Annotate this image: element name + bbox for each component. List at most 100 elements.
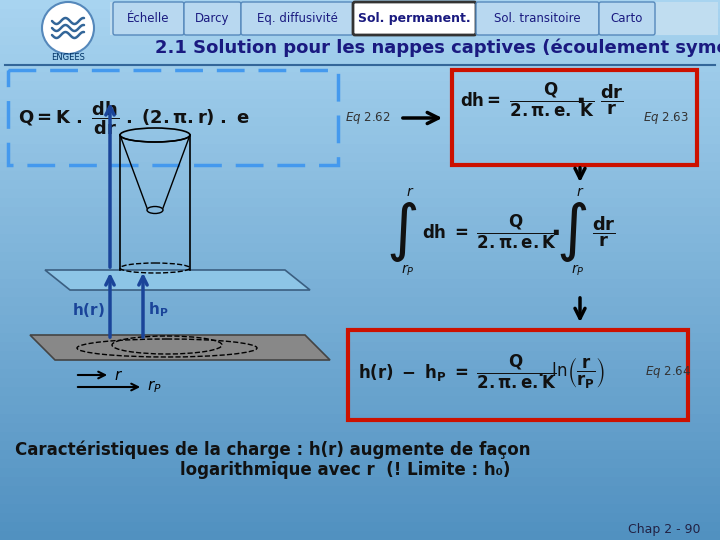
Text: Darcy: Darcy — [195, 12, 230, 25]
Bar — [0, 504, 720, 513]
Text: $Eq\ 2.64$: $Eq\ 2.64$ — [645, 364, 691, 380]
Bar — [0, 180, 720, 189]
Text: $\mathbf{dh\ =\ \dfrac{Q}{2.\pi.e.K}}$: $\mathbf{dh\ =\ \dfrac{Q}{2.\pi.e.K}}$ — [422, 213, 557, 251]
Bar — [0, 468, 720, 477]
Bar — [0, 369, 720, 378]
Bar — [0, 207, 720, 216]
FancyBboxPatch shape — [241, 2, 353, 35]
Bar — [0, 189, 720, 198]
FancyBboxPatch shape — [184, 2, 241, 35]
Text: $\mathbf{\dfrac{dr}{r}}$: $\mathbf{\dfrac{dr}{r}}$ — [592, 215, 616, 249]
Bar — [0, 279, 720, 288]
Bar — [0, 333, 720, 342]
Bar — [0, 297, 720, 306]
Text: $\mathbf{.\ \ln\!\left(\dfrac{r}{r_P}\right)}$: $\mathbf{.\ \ln\!\left(\dfrac{r}{r_P}\ri… — [537, 354, 606, 389]
Bar — [0, 441, 720, 450]
Bar — [0, 117, 720, 126]
Bar — [0, 522, 720, 531]
Bar — [0, 90, 720, 99]
Bar — [0, 198, 720, 207]
Text: $r$: $r$ — [114, 368, 123, 382]
Bar — [0, 261, 720, 270]
Text: $\int$: $\int$ — [387, 200, 418, 264]
FancyBboxPatch shape — [353, 2, 476, 35]
Bar — [0, 495, 720, 504]
Bar — [0, 225, 720, 234]
Text: $\mathbf{\dfrac{dr}{r}}$: $\mathbf{\dfrac{dr}{r}}$ — [600, 83, 624, 117]
Bar — [0, 423, 720, 432]
Text: Échelle: Échelle — [127, 12, 170, 25]
Text: $\int$: $\int$ — [557, 200, 588, 264]
Text: Chap 2 - 90: Chap 2 - 90 — [628, 523, 700, 537]
Bar — [0, 459, 720, 468]
Bar — [0, 99, 720, 108]
Bar — [0, 18, 720, 27]
Bar — [0, 324, 720, 333]
Bar — [0, 234, 720, 243]
Bar — [0, 0, 720, 9]
Bar — [0, 450, 720, 459]
Bar — [0, 45, 720, 54]
Bar — [0, 36, 720, 45]
Bar — [0, 153, 720, 162]
Bar — [0, 72, 720, 81]
Bar — [0, 162, 720, 171]
Text: Eq. diffusivité: Eq. diffusivité — [256, 12, 338, 25]
Text: $\mathbf{h(r)\ -\ h_P\ =\ \dfrac{Q}{2.\pi.e.K}}$: $\mathbf{h(r)\ -\ h_P\ =\ \dfrac{Q}{2.\p… — [358, 353, 557, 391]
Text: $r_P$: $r_P$ — [571, 262, 585, 278]
Bar — [0, 351, 720, 360]
FancyBboxPatch shape — [599, 2, 655, 35]
Bar — [0, 216, 720, 225]
Text: $Eq\ 2.63$: $Eq\ 2.63$ — [643, 110, 689, 126]
Text: logarithmique avec r  (! Limite : h₀): logarithmique avec r (! Limite : h₀) — [180, 461, 510, 479]
Text: $r_P$: $r_P$ — [147, 379, 162, 395]
Bar — [0, 378, 720, 387]
Bar — [0, 144, 720, 153]
Bar — [0, 54, 720, 63]
Text: $\mathbf{Q = K\ .\ \dfrac{dh}{dr}\ .\ (2.\pi.r)\ .\ e}$: $\mathbf{Q = K\ .\ \dfrac{dh}{dr}\ .\ (2… — [18, 99, 250, 137]
Text: $r$: $r$ — [406, 185, 414, 199]
FancyBboxPatch shape — [476, 2, 599, 35]
Bar — [0, 531, 720, 540]
Bar — [0, 486, 720, 495]
Bar — [0, 270, 720, 279]
Bar — [0, 81, 720, 90]
Text: 2.1 Solution pour les nappes captives (écoulement symétrique): 2.1 Solution pour les nappes captives (é… — [155, 39, 720, 57]
Bar — [0, 135, 720, 144]
Circle shape — [42, 2, 94, 54]
Bar — [0, 252, 720, 261]
Bar — [0, 360, 720, 369]
Bar — [0, 126, 720, 135]
Text: $r_P$: $r_P$ — [401, 262, 415, 278]
Bar — [0, 288, 720, 297]
Bar — [0, 513, 720, 522]
Text: Caractéristiques de la charge : h(r) augmente de façon: Caractéristiques de la charge : h(r) aug… — [15, 441, 531, 459]
Bar — [0, 63, 720, 72]
Text: $\mathbf{h_P}$: $\mathbf{h_P}$ — [148, 301, 168, 319]
Text: Sol. transitoire: Sol. transitoire — [494, 12, 581, 25]
Bar — [0, 387, 720, 396]
Text: $\mathbf{dh =\ \dfrac{Q}{2.\pi.e.\ K}}$: $\mathbf{dh =\ \dfrac{Q}{2.\pi.e.\ K}}$ — [460, 81, 595, 119]
Text: Carto: Carto — [611, 12, 643, 25]
Bar — [0, 477, 720, 486]
Bar — [0, 27, 720, 36]
Bar — [0, 315, 720, 324]
Bar — [110, 2, 718, 35]
Bar — [0, 171, 720, 180]
Text: Sol. permanent.: Sol. permanent. — [358, 12, 471, 25]
Bar — [0, 9, 720, 18]
Bar — [0, 396, 720, 405]
Text: $r$: $r$ — [576, 185, 584, 199]
Bar — [0, 342, 720, 351]
FancyBboxPatch shape — [113, 2, 184, 35]
Bar — [0, 432, 720, 441]
Bar — [0, 243, 720, 252]
Bar — [0, 405, 720, 414]
Polygon shape — [45, 270, 310, 290]
Text: ENGEES: ENGEES — [51, 53, 85, 63]
Text: $\mathbf{\cdot}$: $\mathbf{\cdot}$ — [575, 86, 585, 114]
Bar — [0, 414, 720, 423]
Text: $\mathbf{\cdot}$: $\mathbf{\cdot}$ — [550, 218, 560, 246]
Text: $\mathbf{h(r)}$: $\mathbf{h(r)}$ — [72, 301, 105, 319]
Polygon shape — [30, 335, 330, 360]
